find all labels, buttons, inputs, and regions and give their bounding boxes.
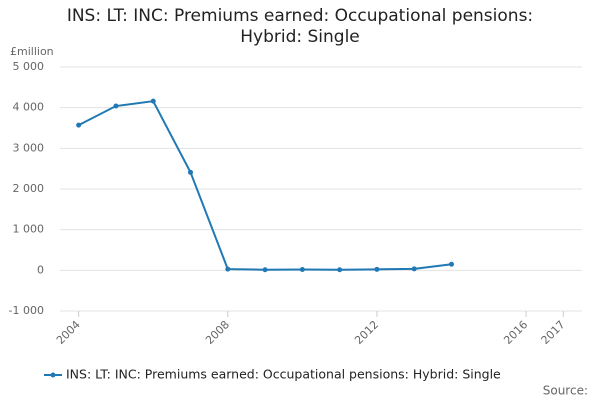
- y-tick-label: 4 000: [13, 101, 45, 114]
- point: [449, 261, 454, 267]
- x-tick-label: 2004: [54, 318, 83, 347]
- y-tick-label: -1 000: [9, 304, 44, 317]
- chart-title: INS: LT: INC: Premiums earned: Occupatio…: [66, 6, 534, 47]
- legend-marker: [50, 372, 56, 378]
- x-tick-label: 2008: [203, 318, 232, 347]
- y-tick-label: 5 000: [13, 60, 45, 73]
- y-axis-label: £million: [10, 45, 54, 58]
- point: [411, 266, 417, 272]
- x-tick-label: 2017: [539, 318, 568, 347]
- point: [150, 98, 156, 104]
- line: [78, 100, 452, 271]
- y-tick-label: 2 000: [13, 182, 45, 195]
- legend-label: INS: LT: INC: Premiums earned: Occupatio…: [66, 367, 501, 382]
- x-tick-label: 2016: [501, 318, 530, 347]
- source: Source:: [543, 384, 588, 398]
- point: [299, 267, 305, 273]
- point: [225, 266, 231, 272]
- point: [76, 122, 82, 128]
- point: [374, 266, 380, 272]
- point: [113, 103, 119, 109]
- point: [188, 169, 193, 175]
- y-tick-label: 0: [37, 263, 44, 276]
- y-tick-label: 3 000: [13, 141, 45, 154]
- point: [262, 267, 268, 273]
- y-tick-label: 1 000: [13, 223, 45, 236]
- x-tick-label: 2012: [352, 318, 381, 347]
- point: [337, 267, 343, 273]
